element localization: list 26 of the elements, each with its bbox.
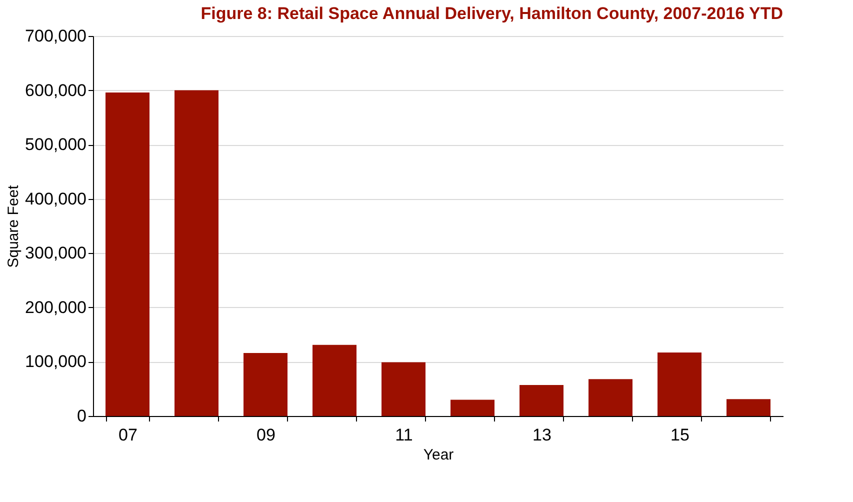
- x-tick-label: 13: [532, 426, 552, 444]
- bar: [450, 400, 494, 416]
- x-tick-label: 09: [256, 426, 276, 444]
- y-tick-label: 0: [77, 406, 86, 426]
- bar: [588, 379, 632, 416]
- bar: [382, 362, 426, 416]
- y-tick-label: 100,000: [25, 352, 86, 372]
- x-tick-label: 07: [118, 426, 138, 444]
- x-tick-label: 11: [395, 426, 413, 444]
- y-tick-label: 500,000: [25, 135, 86, 154]
- y-tick-label: 200,000: [25, 298, 86, 317]
- y-tick-label: 400,000: [25, 189, 86, 208]
- x-axis-title: Year: [423, 446, 454, 464]
- y-axis-title: Square Feet: [5, 184, 22, 268]
- bar: [520, 385, 564, 416]
- bar: [726, 399, 770, 416]
- bar: [174, 90, 218, 416]
- bar: [106, 92, 150, 416]
- bar: [658, 352, 702, 416]
- y-tick-label: 700,000: [25, 26, 86, 46]
- y-tick-label: 600,000: [25, 80, 86, 100]
- x-tick-label: 15: [670, 426, 690, 444]
- bar: [312, 344, 356, 416]
- chart-title: Figure 8: Retail Space Annual Delivery, Hamilton County, 2007-2016 YTD: [200, 4, 783, 23]
- bar: [244, 353, 288, 416]
- y-tick-label: 300,000: [25, 244, 86, 263]
